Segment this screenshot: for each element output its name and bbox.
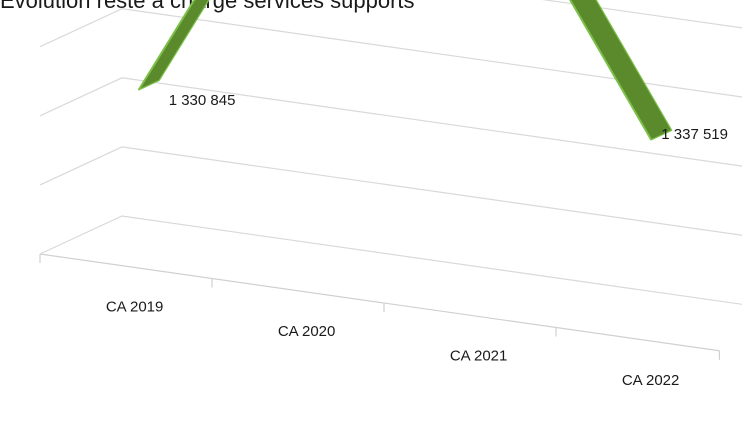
gridline <box>39 146 742 236</box>
ribbon-front-edge <box>137 0 653 141</box>
data-label: 1 337 519 <box>661 126 728 143</box>
ribbon-segment <box>569 0 673 141</box>
gridline <box>541 0 742 29</box>
chart-floor <box>39 253 721 360</box>
chart-title: Evolution reste à charge services suppor… <box>0 0 415 13</box>
category-labels: CA 2019 CA 2020 CA 2021 CA 2022 <box>106 298 680 389</box>
category-label: CA 2020 <box>278 323 336 340</box>
gridline <box>39 215 742 305</box>
category-label: CA 2019 <box>106 298 164 315</box>
gridlines <box>39 0 742 305</box>
data-ribbon <box>137 0 673 141</box>
floor-front-edge <box>39 253 720 352</box>
ribbon-segment <box>138 0 210 91</box>
gridline <box>39 77 742 167</box>
data-label: 1 330 845 <box>169 92 236 109</box>
category-label: CA 2022 <box>622 372 680 389</box>
category-label: CA 2021 <box>450 347 508 364</box>
gridline <box>39 8 742 98</box>
